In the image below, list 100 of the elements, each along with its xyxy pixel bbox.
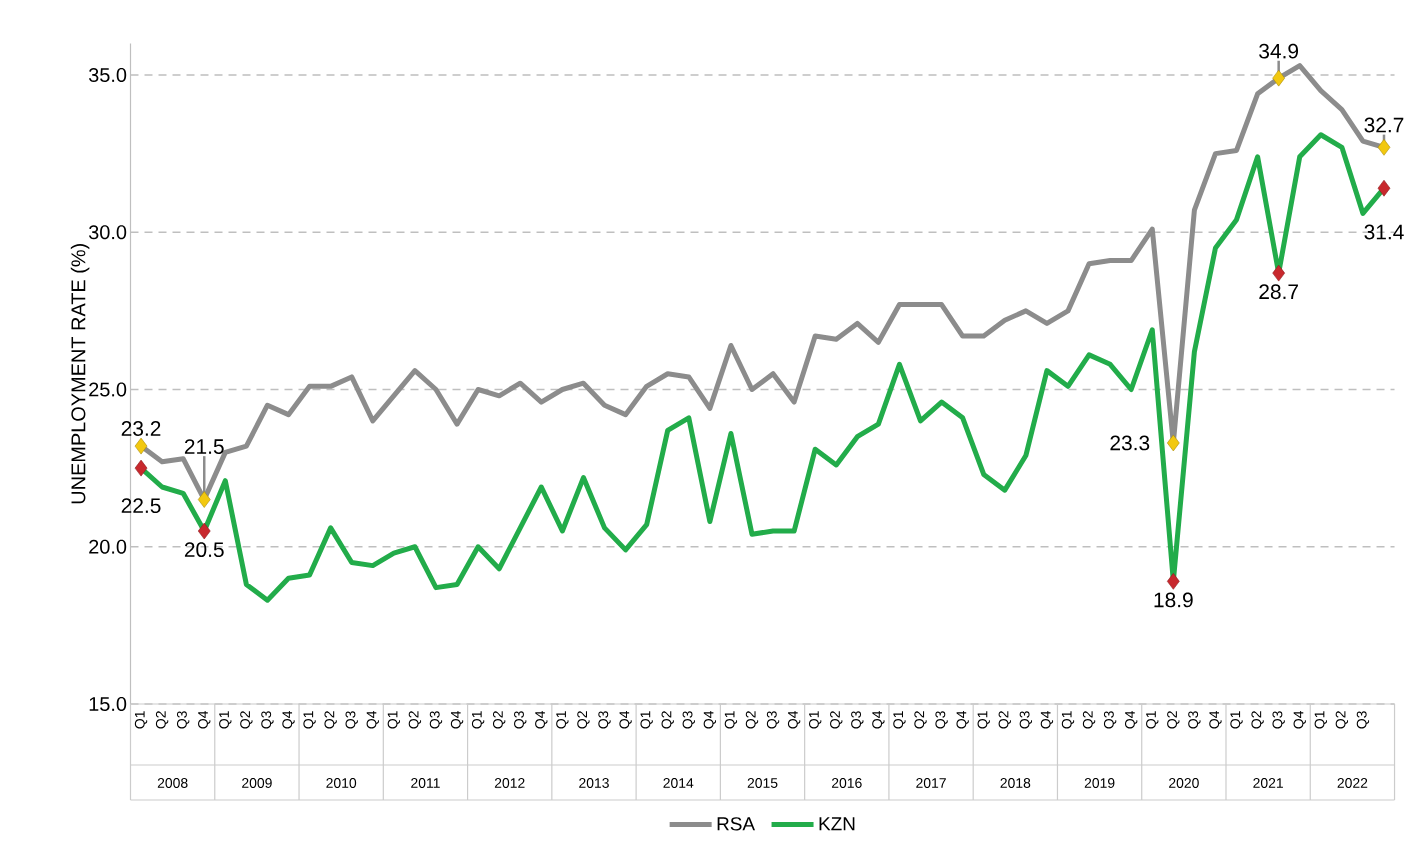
data-label: 28.7 [1259, 284, 1298, 300]
x-tick-label: Q1 [219, 711, 232, 729]
x-tick-label: Q3 [345, 711, 358, 729]
y-axis-title: UNEMPLOYMENT RATE (%) [70, 244, 90, 504]
x-tick-label: Q1 [893, 711, 906, 729]
x-tick-label: Q4 [703, 710, 717, 729]
x-tick-label: Q2 [1167, 711, 1180, 729]
text: 2018 [1000, 778, 1031, 788]
legend-label: KZN [819, 817, 855, 831]
x-tick-label: Q3 [598, 711, 611, 729]
x-tick-label: Q4 [1209, 710, 1222, 729]
x-tick-label: Q3 [261, 711, 274, 729]
point [1377, 179, 1391, 197]
x-tick-label: Q3 [429, 711, 443, 729]
x-tick-label: Q3 [1272, 711, 1285, 729]
x-tick-label: Q4 [787, 710, 801, 729]
x-tick-label: Q2 [1251, 711, 1264, 729]
data-label: 22.5 [121, 498, 161, 514]
x-tick-label: Q2 [1335, 711, 1349, 729]
x-tick-label: Q1 [1061, 711, 1075, 729]
x-tick-label: Q2 [998, 711, 1011, 729]
x-tick-label: Q1 [640, 711, 653, 729]
x-tick-label: Q1 [387, 711, 401, 729]
x-tick-label: Q2 [492, 711, 506, 729]
x-tick-label: Q4 [198, 710, 211, 729]
point [134, 459, 148, 477]
point [134, 437, 148, 455]
x-tick-label: Q4 [619, 710, 632, 729]
x-tick-label: Q3 [1019, 711, 1033, 729]
x-tick-label: Q1 [556, 711, 569, 729]
x-tick-label: Q4 [1125, 710, 1138, 729]
data-label: 34.9 [1259, 43, 1299, 59]
data-label: 31.4 [1364, 224, 1404, 240]
x-tick-label: Q4 [282, 710, 295, 729]
x-tick-label: Q2 [155, 711, 169, 729]
x-tick-label: Q2 [577, 711, 590, 729]
x-tick-label: Q3 [935, 711, 948, 729]
x-tick-label: Q2 [408, 711, 422, 729]
x-tick-label: Q4 [535, 710, 548, 729]
point [1272, 264, 1285, 282]
data-label: 18.9 [1154, 592, 1193, 608]
text: 2022 [1337, 778, 1368, 788]
x-tick-label: Q2 [1082, 711, 1096, 729]
text: 2020 [1169, 778, 1199, 788]
x-tick-label: Q2 [830, 711, 843, 729]
text: 2013 [579, 778, 609, 788]
x-tick-label: Q4 [450, 710, 464, 729]
x-tick-label: Q4 [1040, 710, 1054, 729]
y-tick-label: 20.0 [89, 539, 127, 554]
data-label: 23.3 [1110, 435, 1150, 451]
point [197, 491, 211, 508]
text: 2015 [747, 778, 778, 788]
x-tick-label: Q3 [851, 711, 864, 729]
x-tick-label: Q4 [1293, 710, 1306, 729]
text: 2016 [831, 778, 862, 788]
point [197, 522, 211, 540]
y-tick-label: 25.0 [89, 382, 127, 397]
x-tick-label: Q3 [766, 711, 780, 729]
x-tick-label: Q2 [661, 711, 674, 729]
data-label: 21.5 [184, 439, 224, 454]
text: 2010 [326, 778, 357, 788]
text: 2021 [1253, 778, 1283, 788]
x-tick-label: Q3 [1103, 711, 1117, 729]
legend-label: RSA [717, 817, 756, 831]
point [1167, 573, 1180, 590]
x-tick-label: Q4 [872, 710, 885, 729]
text: 2008 [157, 778, 188, 788]
x-tick-label: Q1 [977, 711, 990, 729]
x-tick-label: Q1 [1146, 711, 1159, 729]
point [1272, 69, 1285, 87]
x-tick-label: Q1 [724, 711, 738, 729]
y-tick-label: 35.0 [88, 67, 127, 83]
x-tick-label: Q1 [471, 711, 485, 729]
x-tick-label: Q1 [1314, 711, 1327, 729]
x-tick-label: Q2 [324, 711, 337, 729]
x-tick-label: Q3 [1188, 711, 1201, 729]
text: 2019 [1084, 778, 1115, 788]
text: 2012 [494, 778, 525, 788]
x-tick-label: Q2 [240, 711, 253, 729]
text: 2011 [411, 778, 440, 788]
x-tick-label: Q2 [914, 711, 927, 729]
x-tick-label: Q3 [682, 711, 695, 729]
data-label: 32.7 [1364, 117, 1404, 133]
x-tick-label: Q3 [1356, 711, 1370, 729]
y-tick-label: 30.0 [88, 225, 127, 240]
data-label: 23.2 [121, 421, 161, 436]
text: 2009 [242, 778, 272, 788]
text: 2014 [663, 778, 694, 788]
x-tick-label: Q1 [1230, 711, 1243, 729]
x-tick-label: Q4 [956, 710, 969, 729]
x-tick-label: Q2 [745, 711, 759, 729]
x-tick-label: Q3 [514, 711, 527, 729]
y-tick-label: 15.0 [89, 696, 127, 712]
text: 2017 [916, 778, 946, 788]
x-tick-label: Q1 [134, 711, 148, 729]
x-tick-label: Q3 [176, 711, 190, 729]
point [1377, 139, 1391, 156]
x-tick-label: Q4 [366, 710, 379, 729]
x-tick-label: Q1 [303, 711, 316, 729]
x-tick-label: Q1 [808, 711, 822, 729]
